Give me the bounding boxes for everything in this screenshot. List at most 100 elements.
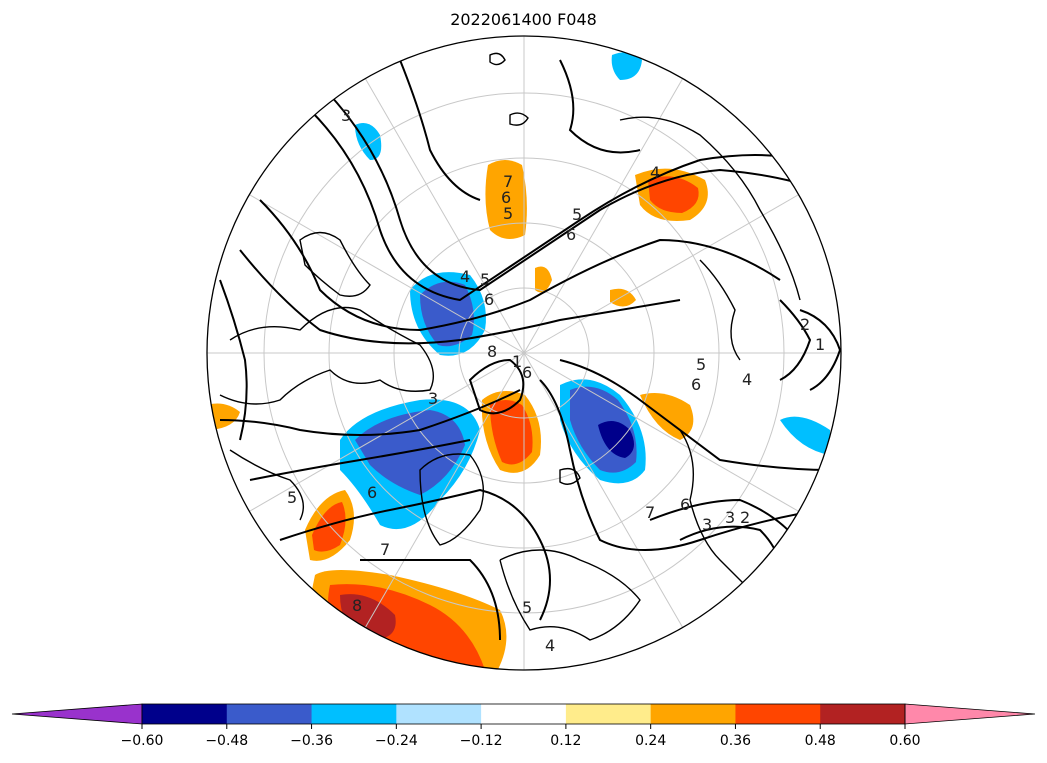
contour-label: 4 <box>742 370 752 389</box>
colorbar-tick-label: −0.60 <box>121 733 164 749</box>
contour-line <box>539 379 821 551</box>
colorbar-segments <box>11 703 1036 725</box>
contour-label: 6 <box>522 363 532 382</box>
colorbar-outline <box>141 703 906 725</box>
cold-anomaly-central-core <box>355 410 465 495</box>
map-boundary <box>206 35 842 671</box>
colorbar-tick-label: −0.36 <box>290 733 333 749</box>
contour-labels: 3 7 6 5 4 5 6 5 6 8 4 3 1 2 3 4 5 6 7 8 … <box>287 106 825 655</box>
contour-line <box>239 249 681 345</box>
contour-line <box>259 199 781 332</box>
colorbar-tick-label: 0.36 <box>720 733 751 749</box>
colorbar-tick-label: 0.12 <box>550 733 581 749</box>
contour-line <box>329 94 821 292</box>
warm-anomaly-east <box>640 392 694 440</box>
contour-label: 1 <box>815 335 825 354</box>
colorbar-tick-label: −0.48 <box>205 733 248 749</box>
coastlines <box>219 52 801 641</box>
coast-scandinavia <box>299 231 371 297</box>
contour-line <box>559 59 641 154</box>
height-contours <box>219 59 841 641</box>
contour-label: 5 <box>480 270 490 289</box>
contour-label: 5 <box>572 205 582 224</box>
contour-label: 4 <box>460 267 470 286</box>
contour-line <box>559 359 831 471</box>
contour-label: 6 <box>566 225 576 244</box>
contour-label: 1 <box>512 352 522 371</box>
contour-label: 6 <box>367 483 377 502</box>
contour-line <box>360 558 501 641</box>
contour-line <box>799 309 841 391</box>
colorbar-segment <box>565 704 652 724</box>
coast-europe <box>219 306 434 405</box>
contour-label: 5 <box>503 204 513 223</box>
colorbar-segment <box>481 704 567 724</box>
colorbar: −0.60 −0.48 −0.36 −0.24 −0.12 0.12 0.24 0.36 0.4… <box>11 703 1036 749</box>
contour-label: 6 <box>680 495 690 514</box>
contour-line <box>279 488 551 621</box>
warm-anomaly-small-2 <box>610 288 636 307</box>
contour-label: 3 <box>702 515 712 534</box>
colorbar-segment <box>311 704 397 724</box>
colorbar-tick-label: −0.12 <box>460 733 503 749</box>
coast-canada <box>499 549 641 641</box>
contour-line <box>309 109 801 302</box>
contour-label: 6 <box>484 290 494 309</box>
colorbar-tick-label: 0.60 <box>889 733 920 749</box>
contour-label: 2 <box>800 315 810 334</box>
cold-anomaly-east-peak <box>598 421 634 458</box>
contour-label: 5 <box>287 488 297 507</box>
polar-map: 3 7 6 5 4 5 6 5 6 8 4 3 1 2 3 4 5 6 7 8 … <box>206 35 842 671</box>
contour-line <box>219 389 521 436</box>
contour-label: 5 <box>522 598 532 617</box>
contour-line <box>219 279 248 441</box>
colorbar-segment <box>142 704 228 724</box>
contour-label: 7 <box>645 503 655 522</box>
warm-anomaly-top <box>485 160 527 239</box>
contour-label: 4 <box>650 163 660 182</box>
colorbar-extend-high <box>904 703 1036 725</box>
anomaly-shading <box>207 52 830 670</box>
contour-label: 8 <box>352 596 362 615</box>
coast-greenland <box>419 453 484 546</box>
contour-line <box>468 358 525 415</box>
contour-label: 3 <box>725 508 735 527</box>
colorbar-segment <box>735 704 821 724</box>
contour-label: 4 <box>545 636 555 655</box>
cold-anomaly-north-core <box>420 281 474 347</box>
colorbar-segment <box>396 704 482 724</box>
contour-line <box>399 59 481 201</box>
warm-anomaly-southwest-core <box>312 502 346 552</box>
coast-asia-east <box>699 259 741 361</box>
colorbar-tick-label: −0.24 <box>375 733 418 749</box>
cold-anomaly-top-right <box>611 52 642 80</box>
colorbar-segment <box>650 704 736 724</box>
cold-anomaly-upper-left <box>355 122 382 160</box>
coast-island-1 <box>509 112 529 126</box>
warm-anomaly-pole-core <box>490 400 533 465</box>
contour-label: 3 <box>341 106 351 125</box>
contour-label: 8 <box>487 342 497 361</box>
warm-anomaly-northeast-core <box>648 176 699 213</box>
contour-label: 6 <box>691 375 701 394</box>
colorbar-segment <box>226 704 313 724</box>
warm-anomaly-small-1 <box>535 266 552 293</box>
contour-label: 7 <box>503 172 513 191</box>
colorbar-ticks: −0.60 −0.48 −0.36 −0.24 −0.12 0.12 0.24 0.36 0.4… <box>121 724 921 749</box>
contour-label: 2 <box>740 508 750 527</box>
contour-label: 3 <box>428 389 438 408</box>
contour-line <box>779 299 812 381</box>
colorbar-segment <box>820 704 906 724</box>
contour-label: 6 <box>501 188 511 207</box>
coast-island-3 <box>559 467 581 485</box>
graticule <box>207 36 841 670</box>
colorbar-tick-label: 0.48 <box>805 733 836 749</box>
cold-anomaly-right-edge <box>780 416 830 455</box>
colorbar-extend-low <box>11 703 143 725</box>
contour-label: 5 <box>696 355 706 374</box>
coast-island-2 <box>489 52 506 66</box>
map-title: 2022061400 F048 <box>450 10 597 29</box>
contour-line <box>249 439 471 481</box>
coast-north-africa <box>229 449 304 521</box>
contour-label: 7 <box>380 540 390 559</box>
